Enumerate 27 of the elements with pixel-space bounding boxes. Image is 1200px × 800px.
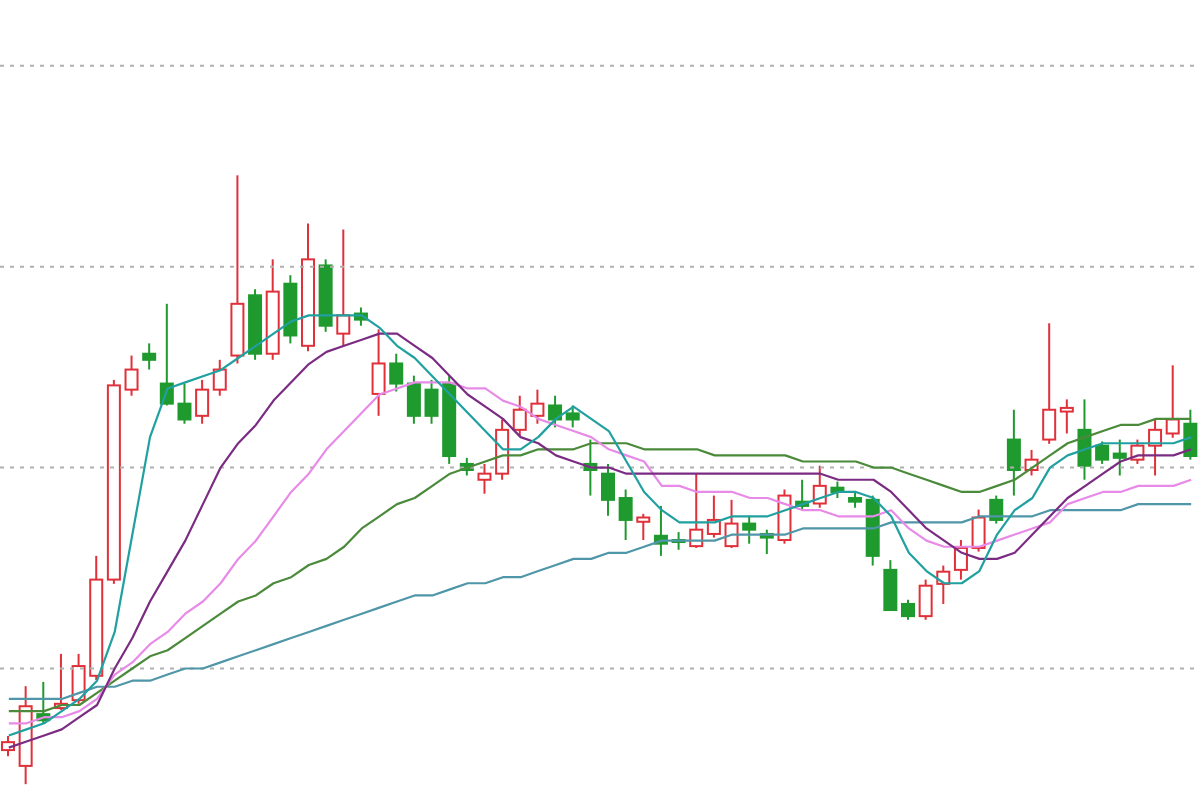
- candlestick: [195, 378, 210, 425]
- candlestick: [742, 514, 757, 545]
- candlestick: [883, 559, 898, 612]
- candlestick: [371, 328, 386, 417]
- candlestick: [548, 394, 563, 429]
- candlestick: [477, 462, 492, 495]
- candlestick: [601, 462, 615, 517]
- candlestick: [901, 598, 915, 621]
- candlestick: [142, 342, 157, 371]
- candlestick: [971, 508, 986, 553]
- candlestick: [1006, 408, 1021, 497]
- candlestick: [1095, 440, 1110, 465]
- candlestick: [618, 488, 633, 542]
- candlestick: [406, 374, 421, 425]
- candlestick: [336, 228, 351, 347]
- candlestick: [812, 464, 827, 509]
- candlestick: [1148, 418, 1163, 477]
- candlestick: [918, 578, 933, 621]
- candlestick: [389, 352, 404, 393]
- candlestick: [565, 404, 580, 429]
- candlestick: [1059, 398, 1074, 435]
- candlestick: [124, 354, 139, 397]
- candlestick: [636, 512, 651, 542]
- candlestick: [989, 494, 1004, 525]
- candlestick: [1042, 322, 1057, 445]
- candlestick: [212, 358, 227, 397]
- candlestick: [1112, 438, 1127, 477]
